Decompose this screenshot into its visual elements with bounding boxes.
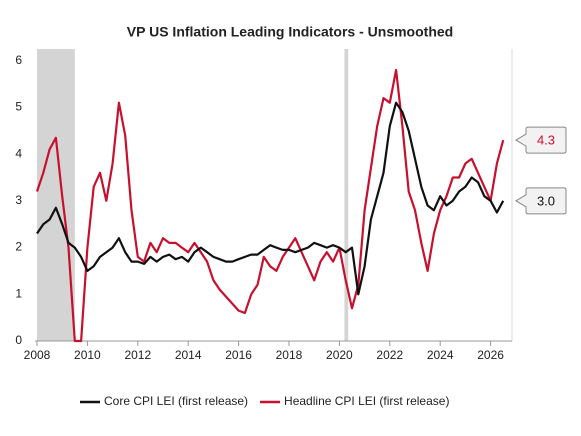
x-tick-label: 2018 xyxy=(276,348,303,362)
x-tick-label: 2026 xyxy=(477,348,504,362)
callout-box xyxy=(515,187,567,215)
chart-title: VP US Inflation Leading Indicators - Uns… xyxy=(127,24,453,40)
x-tick-label: 2024 xyxy=(427,348,454,362)
x-tick-label: 2008 xyxy=(24,348,51,362)
x-tick-label: 2014 xyxy=(175,348,202,362)
y-tick-label: 2 xyxy=(15,240,22,254)
y-tick-label: 3 xyxy=(15,193,22,207)
x-tick-label: 2022 xyxy=(376,348,403,362)
y-tick-label: 0 xyxy=(15,333,22,347)
y-tick-label: 1 xyxy=(15,286,22,300)
x-tick-label: 2020 xyxy=(326,348,353,362)
x-tick-label: 2010 xyxy=(74,348,101,362)
y-tick-label: 4 xyxy=(15,146,22,160)
shaded-period xyxy=(37,49,75,341)
callout-label: 3.0 xyxy=(537,193,555,208)
y-tick-label: 6 xyxy=(15,53,22,67)
shaded-period xyxy=(344,49,349,341)
series-line xyxy=(35,68,505,343)
x-tick-label: 2016 xyxy=(225,348,252,362)
callout-box xyxy=(515,126,567,154)
series-line xyxy=(36,101,505,296)
x-tick-label: 2012 xyxy=(124,348,151,362)
legend-label: Core CPI LEI (first release) xyxy=(104,394,248,408)
callout-label: 4.3 xyxy=(537,133,555,148)
legend-label: Headline CPI LEI (first release) xyxy=(284,394,449,408)
y-tick-label: 5 xyxy=(15,100,22,114)
